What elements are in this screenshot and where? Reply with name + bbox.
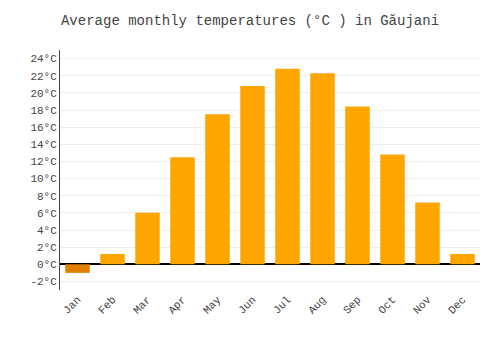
svg-text:24°C: 24°C	[30, 53, 57, 65]
svg-text:4°C: 4°C	[37, 225, 57, 237]
svg-text:May: May	[201, 294, 224, 317]
svg-text:Oct: Oct	[376, 294, 398, 316]
svg-text:-2°C: -2°C	[30, 276, 57, 288]
svg-text:Apr: Apr	[166, 294, 188, 316]
svg-text:16°C: 16°C	[30, 122, 57, 134]
svg-text:Dec: Dec	[446, 294, 468, 316]
svg-text:Jan: Jan	[61, 294, 83, 316]
svg-text:20°C: 20°C	[30, 88, 57, 100]
svg-text:Average monthly temperatures (: Average monthly temperatures (°C ) in Gă…	[61, 13, 439, 29]
svg-text:Aug: Aug	[306, 294, 328, 316]
svg-text:12°C: 12°C	[30, 156, 57, 168]
svg-text:0°C: 0°C	[37, 259, 57, 271]
svg-text:2°C: 2°C	[37, 242, 57, 254]
svg-text:8°C: 8°C	[37, 191, 57, 203]
svg-text:18°C: 18°C	[30, 105, 57, 117]
svg-text:Jun: Jun	[236, 294, 258, 316]
svg-text:6°C: 6°C	[37, 208, 57, 220]
svg-text:22°C: 22°C	[30, 71, 57, 83]
svg-text:Feb: Feb	[96, 294, 118, 316]
svg-text:Nov: Nov	[411, 294, 434, 317]
svg-text:Mar: Mar	[131, 294, 153, 316]
svg-text:10°C: 10°C	[30, 173, 57, 185]
svg-text:14°C: 14°C	[30, 139, 57, 151]
svg-text:Jul: Jul	[271, 294, 293, 316]
svg-text:Sep: Sep	[341, 294, 363, 316]
